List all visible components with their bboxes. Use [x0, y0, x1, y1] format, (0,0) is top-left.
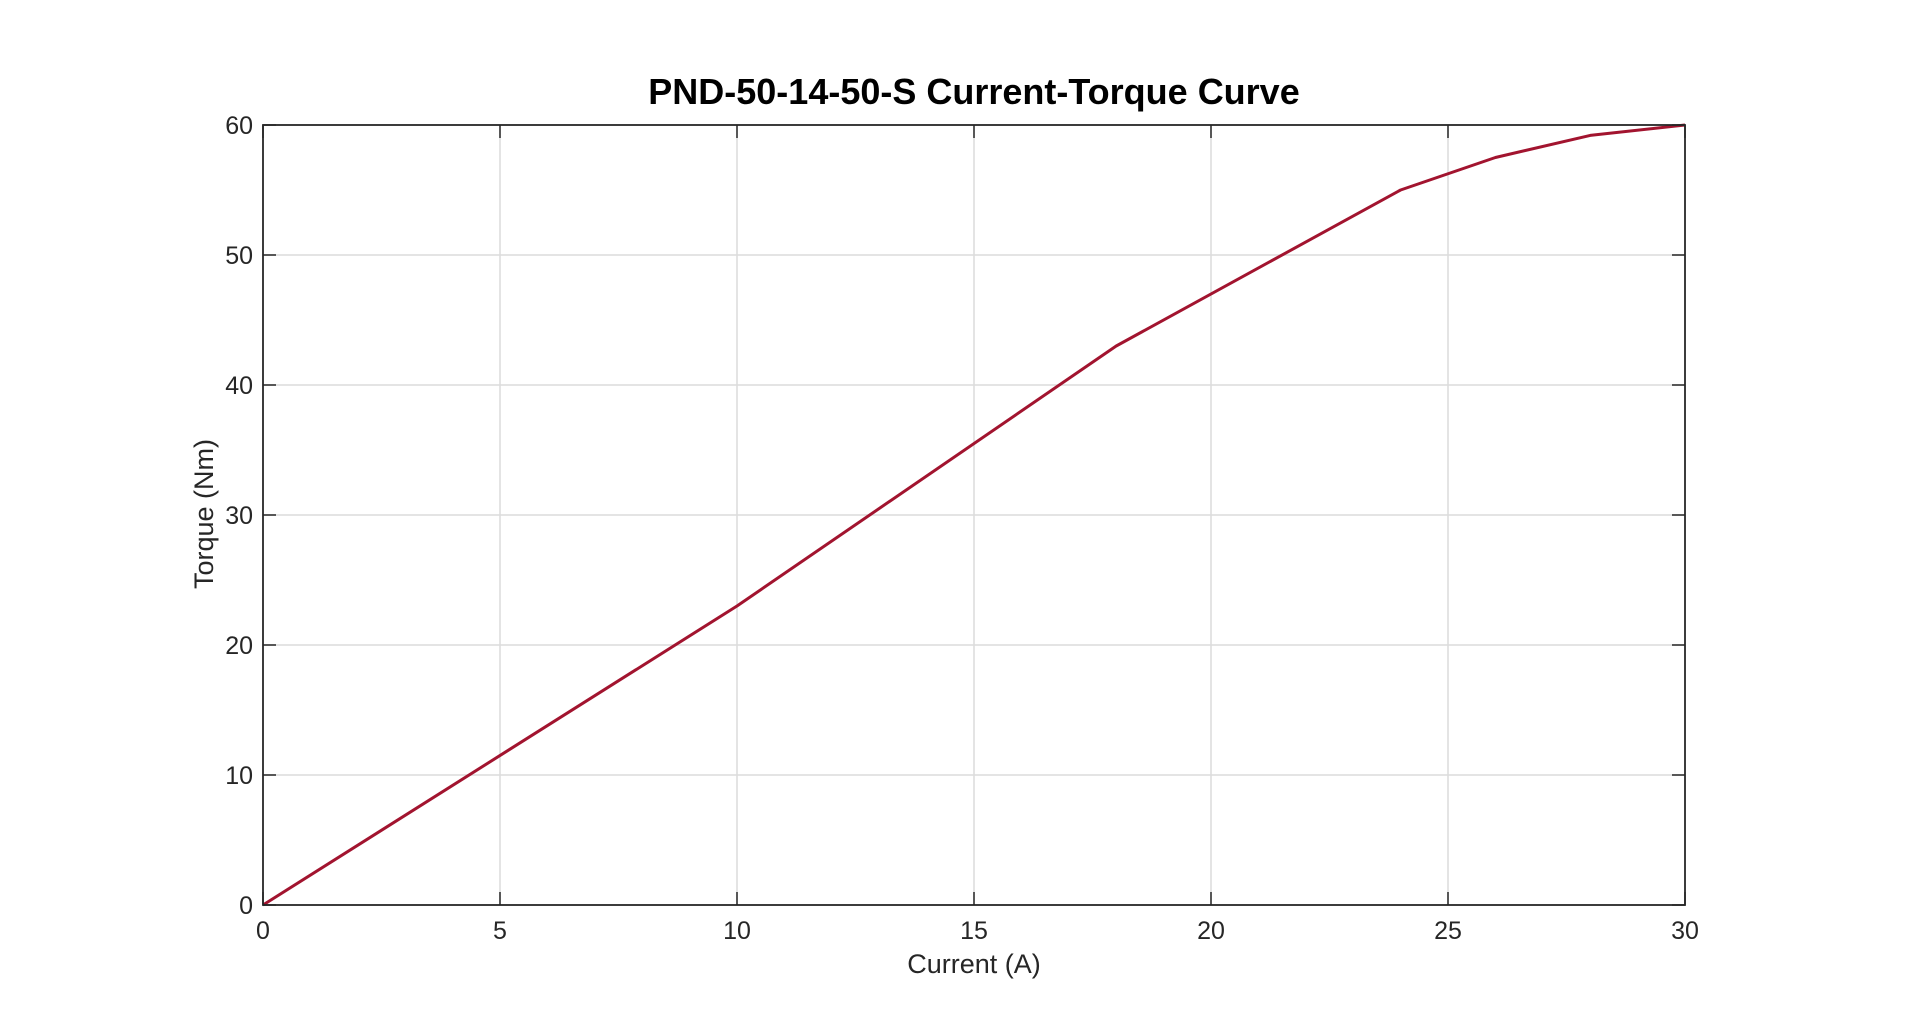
tick-marks [262, 124, 1686, 906]
chart-title: PND-50-14-50-S Current-Torque Curve [648, 71, 1299, 112]
x-tick-label: 15 [960, 917, 988, 945]
y-tick-label: 0 [239, 892, 253, 920]
y-tick-label: 40 [225, 372, 253, 400]
x-axis-label: Current (A) [907, 949, 1041, 979]
y-axis-label: Torque (Nm) [189, 439, 219, 589]
x-tick-label: 30 [1671, 917, 1699, 945]
y-tick-label: 60 [225, 112, 253, 140]
x-tick-label: 25 [1434, 917, 1462, 945]
series-layer [262, 123, 1686, 907]
series-line-0 [262, 123, 1686, 907]
x-tick-label: 0 [256, 917, 270, 945]
y-tick-label: 30 [225, 502, 253, 530]
y-tick-label: 20 [225, 632, 253, 660]
x-tick-label: 10 [723, 917, 751, 945]
grid-lines [263, 125, 1685, 905]
x-tick-labels: 0 5 10 15 20 25 30 [256, 917, 1699, 945]
y-tick-label: 10 [225, 762, 253, 790]
x-tick-label: 5 [493, 917, 507, 945]
x-tick-label: 20 [1197, 917, 1225, 945]
y-tick-labels: 0 10 20 30 40 50 60 [225, 112, 253, 920]
y-tick-label: 50 [225, 242, 253, 270]
